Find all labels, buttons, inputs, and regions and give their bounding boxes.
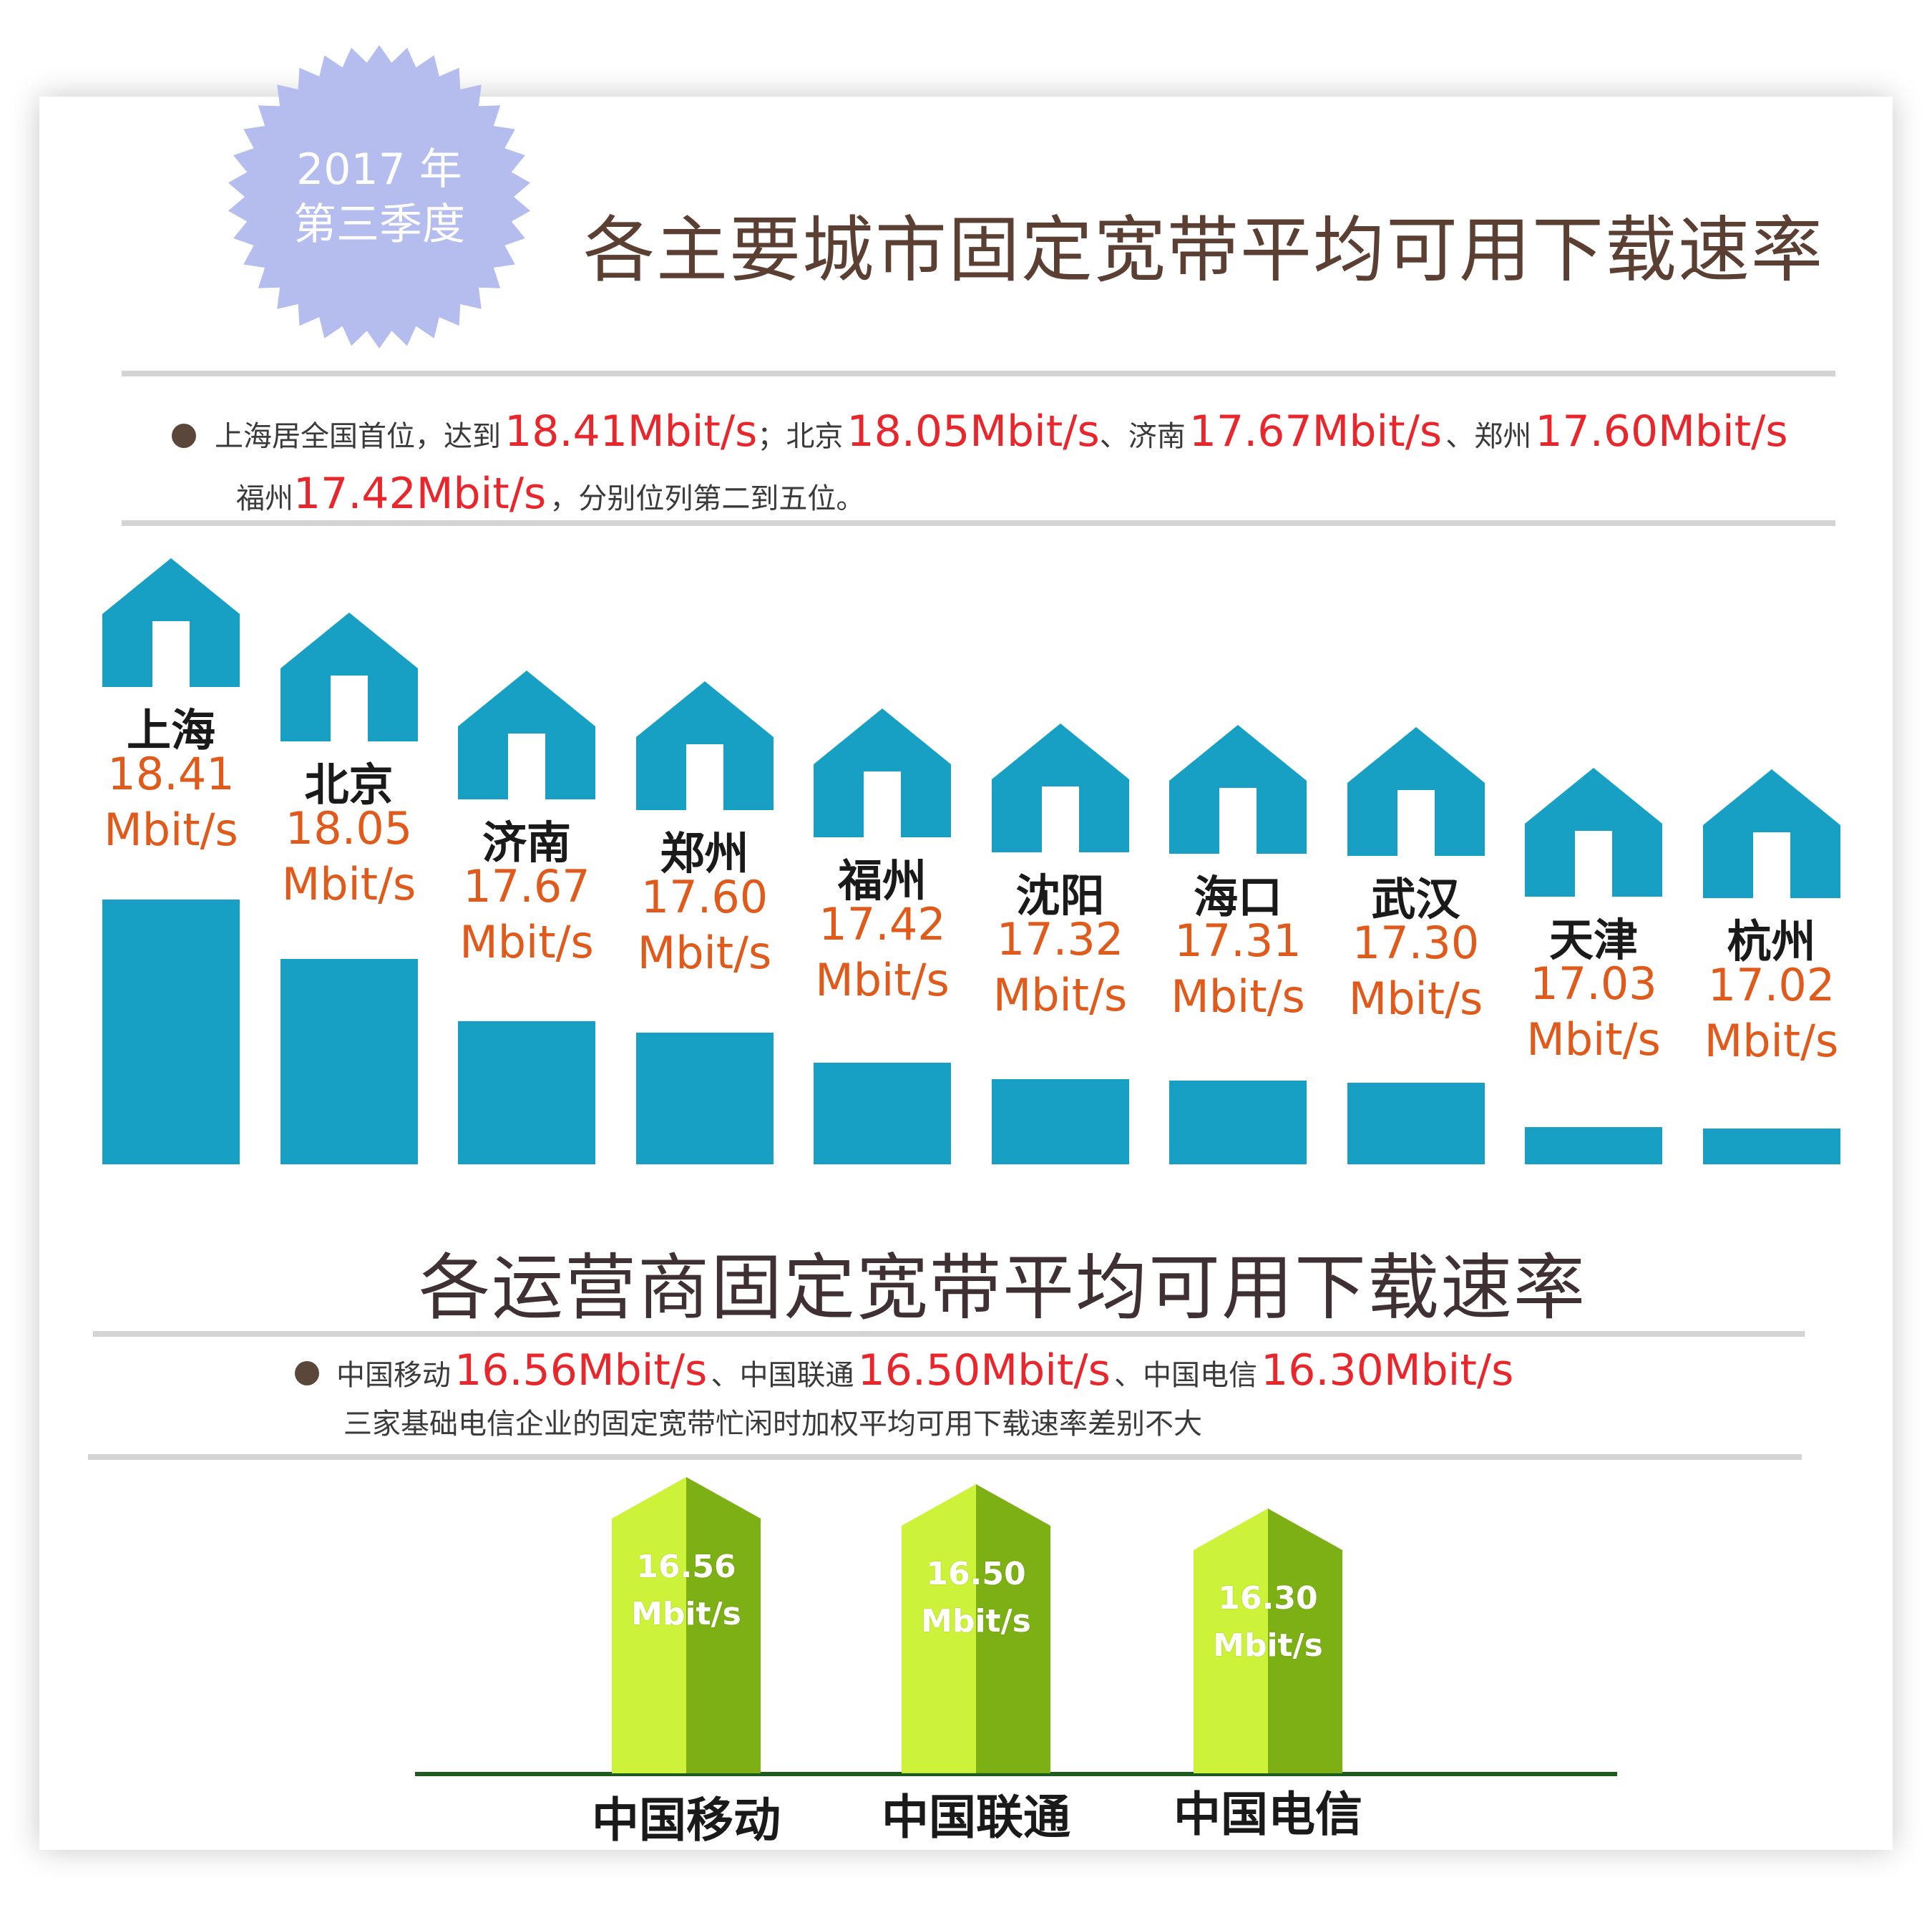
house-roof-icon <box>102 558 240 687</box>
city-unit-label: Mbit/s <box>637 926 772 979</box>
operator-summary-note: 三家基础电信企业的固定宽带忙闲时加权平均可用下载速率差别不大 <box>343 1408 1202 1441</box>
divider <box>122 520 1835 526</box>
house-roof-icon <box>991 723 1129 853</box>
operator-name-label: 中国移动 <box>592 1793 781 1848</box>
city-name-label: 北京 <box>304 759 394 812</box>
city-unit-label: Mbit/s <box>992 969 1128 1022</box>
city-summary-line2: 福州17.42Mbit/s ，分别位列第二到五位。 <box>236 469 865 519</box>
operator-unit-label: Mbit/s <box>1213 1627 1323 1664</box>
city-value-label: 18.41 <box>107 748 235 800</box>
city-value-label: 17.03 <box>1530 957 1657 1010</box>
operator-arrow-1 <box>612 1477 761 1773</box>
bullet-icon <box>172 424 196 448</box>
city-value-label: 17.60 <box>640 870 769 923</box>
badge-year: 2017 年 <box>296 145 462 195</box>
city-unit-label: Mbit/s <box>1704 1015 1839 1067</box>
city-name-label: 沈阳 <box>1015 869 1105 922</box>
city-unit-label: Mbit/s <box>459 916 594 969</box>
city-name-label: 天津 <box>1548 913 1638 966</box>
city-house-10 <box>1702 769 1840 898</box>
city-value-label: 17.67 <box>463 860 590 913</box>
city-house-2 <box>280 613 418 742</box>
operator-section-title: 各运营商固定宽带平均可用下载速率 <box>419 1246 1586 1330</box>
city-house-9 <box>1525 767 1662 897</box>
bullet-icon <box>295 1361 319 1385</box>
operator-value-label: 16.50 <box>926 1556 1026 1593</box>
house-roof-icon <box>1169 725 1307 854</box>
divider <box>88 1454 1802 1460</box>
city-bar-5 <box>814 1062 951 1164</box>
city-house-5 <box>814 708 951 838</box>
city-unit-label: Mbit/s <box>281 858 416 911</box>
city-bar-2 <box>280 958 418 1164</box>
city-bar-1 <box>102 900 240 1164</box>
operator-arrow-3 <box>1194 1509 1342 1773</box>
city-unit-label: Mbit/s <box>815 954 950 1007</box>
house-roof-icon <box>1347 726 1485 856</box>
city-bar-10 <box>1702 1129 1840 1164</box>
city-name-label: 海口 <box>1193 871 1282 924</box>
house-roof-icon <box>458 671 595 800</box>
city-value-label: 17.02 <box>1707 959 1835 1011</box>
city-house-7 <box>1169 725 1307 854</box>
house-roof-icon <box>1702 769 1840 898</box>
city-bar-4 <box>635 1033 774 1164</box>
city-bar-8 <box>1347 1082 1485 1164</box>
city-value-label: 17.31 <box>1174 915 1302 968</box>
operator-summary-line1: 中国移动 16.56Mbit/s 、中国联通 16.50Mbit/s 、中国电信… <box>336 1345 1514 1395</box>
operator-value-label: 16.56 <box>636 1549 736 1585</box>
city-summary-line1: 上海居全国首位，达到 18.41Mbit/s；北京 18.05Mbit/s、济南… <box>215 406 1788 457</box>
city-house-1 <box>102 558 240 687</box>
badge-quarter: 第三季度 <box>293 200 465 250</box>
operator-unit-label: Mbit/s <box>631 1596 741 1632</box>
city-name-label: 济南 <box>482 817 571 869</box>
city-house-4 <box>635 681 774 810</box>
city-unit-label: Mbit/s <box>1348 972 1483 1025</box>
operator-unit-label: Mbit/s <box>921 1603 1031 1640</box>
operator-arrow-2 <box>902 1484 1050 1773</box>
city-bar-3 <box>458 1021 595 1164</box>
year-badge <box>228 45 531 349</box>
city-value-label: 17.30 <box>1352 916 1480 969</box>
city-value-label: 17.42 <box>819 898 946 951</box>
operator-name-label: 中国电信 <box>1174 1787 1362 1842</box>
operator-name-label: 中国联通 <box>882 1790 1070 1845</box>
city-house-6 <box>991 723 1129 853</box>
city-unit-label: Mbit/s <box>1526 1013 1661 1066</box>
house-roof-icon <box>1525 767 1662 897</box>
city-name-label: 杭州 <box>1727 915 1816 968</box>
city-house-3 <box>458 671 595 800</box>
city-value-label: 18.05 <box>285 802 413 855</box>
city-section-title: 各主要城市固定宽带平均可用下载速率 <box>583 208 1824 292</box>
chart-baseline <box>415 1772 1617 1776</box>
city-unit-label: Mbit/s <box>104 804 238 856</box>
divider <box>93 1331 1805 1337</box>
city-name-label: 武汉 <box>1371 872 1460 925</box>
city-value-label: 17.32 <box>996 913 1124 966</box>
house-roof-icon <box>280 613 418 742</box>
city-bar-7 <box>1169 1081 1307 1164</box>
city-bar-6 <box>991 1078 1129 1164</box>
divider <box>122 371 1835 376</box>
city-name-label: 福州 <box>837 854 927 907</box>
city-name-label: 郑州 <box>660 827 749 880</box>
house-roof-icon <box>635 681 774 810</box>
city-bar-9 <box>1525 1126 1662 1164</box>
city-name-label: 上海 <box>126 704 215 756</box>
city-unit-label: Mbit/s <box>1171 970 1305 1023</box>
city-house-8 <box>1347 726 1485 856</box>
house-roof-icon <box>814 708 951 838</box>
operator-value-label: 16.30 <box>1218 1580 1318 1617</box>
